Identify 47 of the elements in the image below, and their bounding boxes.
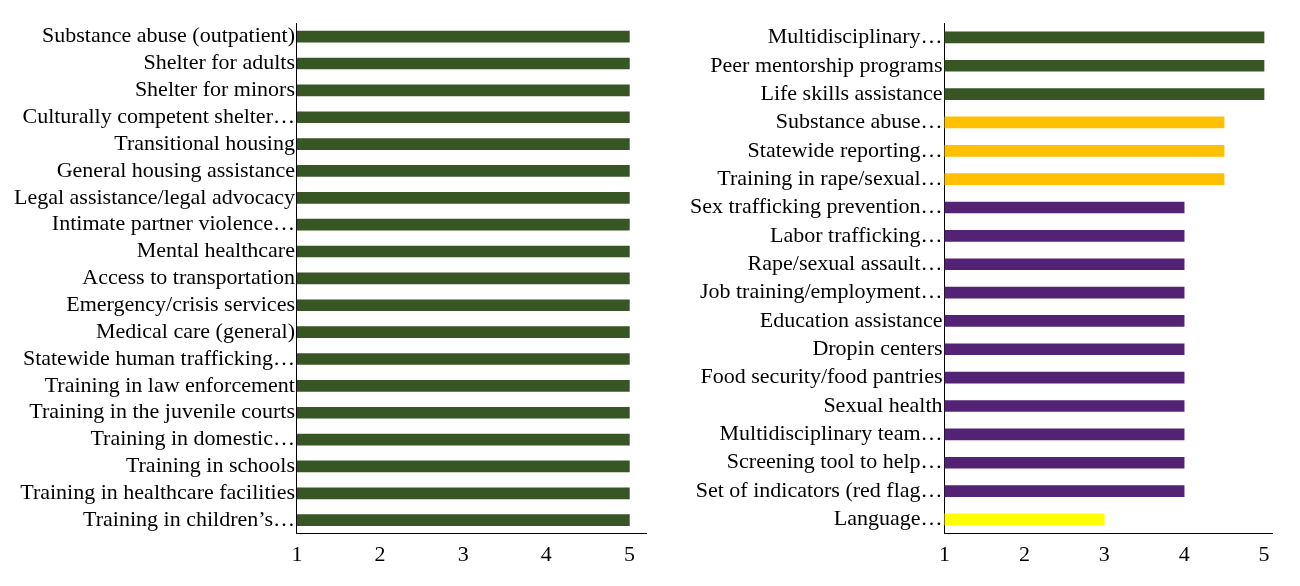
y-tick-label: Statewide human trafficking… [22, 344, 295, 370]
y-tick-label: Culturally competent shelter… [22, 103, 295, 128]
y-tick-label: Training in rape/sexual… [717, 164, 943, 190]
x-tick-label: 2 [1018, 540, 1030, 566]
y-tick-label: Shelter for adults [143, 49, 295, 75]
y-tick-label: Labor trafficking… [770, 221, 943, 247]
y-tick-label: Language… [833, 505, 943, 531]
y-tick-label: Peer mentorship programs [710, 51, 943, 77]
y-tick-label: Intimate partner violence… [51, 210, 295, 236]
y-tick-label: Substance abuse (outpatient) [42, 22, 295, 48]
y-tick-label: Transitional housing [114, 129, 295, 155]
y-tick-label: Life skills assistance [760, 79, 943, 105]
y-tick-label: Multidisciplinary team… [719, 420, 943, 446]
x-tick-label: 4 [540, 540, 552, 566]
y-tick-label: Training in children’s… [83, 505, 295, 531]
x-tick-label: 3 [457, 540, 469, 566]
y-tick-label: Medical care (general) [95, 317, 295, 343]
y-tick-label: Education assistance [759, 306, 943, 332]
y-tick-label: Statewide reporting… [747, 136, 943, 162]
x-tick-label: 4 [1178, 540, 1190, 566]
y-tick-label: Legal assistance/legal advocacy [13, 183, 295, 209]
y-tick-label: Rape/sexual assault… [747, 250, 943, 275]
y-tick-label: Training in law enforcement [44, 371, 295, 397]
y-tick-label: Training in healthcare facilities [20, 479, 295, 505]
y-tick-label: Set of indicators (red flag… [695, 476, 943, 502]
x-tick-label: 1 [939, 540, 951, 566]
y-tick-label: Shelter for minors [134, 76, 295, 102]
x-tick-label: 3 [1098, 540, 1110, 566]
x-tick-label: 2 [374, 540, 386, 566]
y-tick-label: Training in domestic… [90, 425, 295, 451]
y-tick-label: Training in schools [125, 452, 295, 478]
y-tick-label: Sex trafficking prevention… [690, 193, 943, 219]
y-tick-label: Multidisciplinary… [767, 23, 943, 49]
y-tick-label: Food security/food pantries [700, 363, 943, 389]
y-tick-label: Access to transportation [82, 264, 295, 290]
y-tick-label: Training in the juvenile courts [29, 398, 295, 424]
y-tick-label: Sexual health [823, 391, 943, 417]
y-tick-label: Substance abuse… [775, 108, 943, 134]
y-tick-label: Mental healthcare [136, 237, 295, 263]
y-tick-label: Emergency/crisis services [66, 291, 295, 317]
x-tick-label: 1 [291, 540, 303, 566]
y-tick-label: Screening tool to help… [726, 448, 943, 474]
y-tick-label: General housing assistance [56, 156, 295, 182]
y-tick-label: Job training/employment… [699, 278, 943, 304]
x-tick-label: 5 [623, 540, 635, 566]
x-tick-label: 5 [1258, 540, 1270, 566]
y-tick-label: Dropin centers [812, 335, 943, 361]
